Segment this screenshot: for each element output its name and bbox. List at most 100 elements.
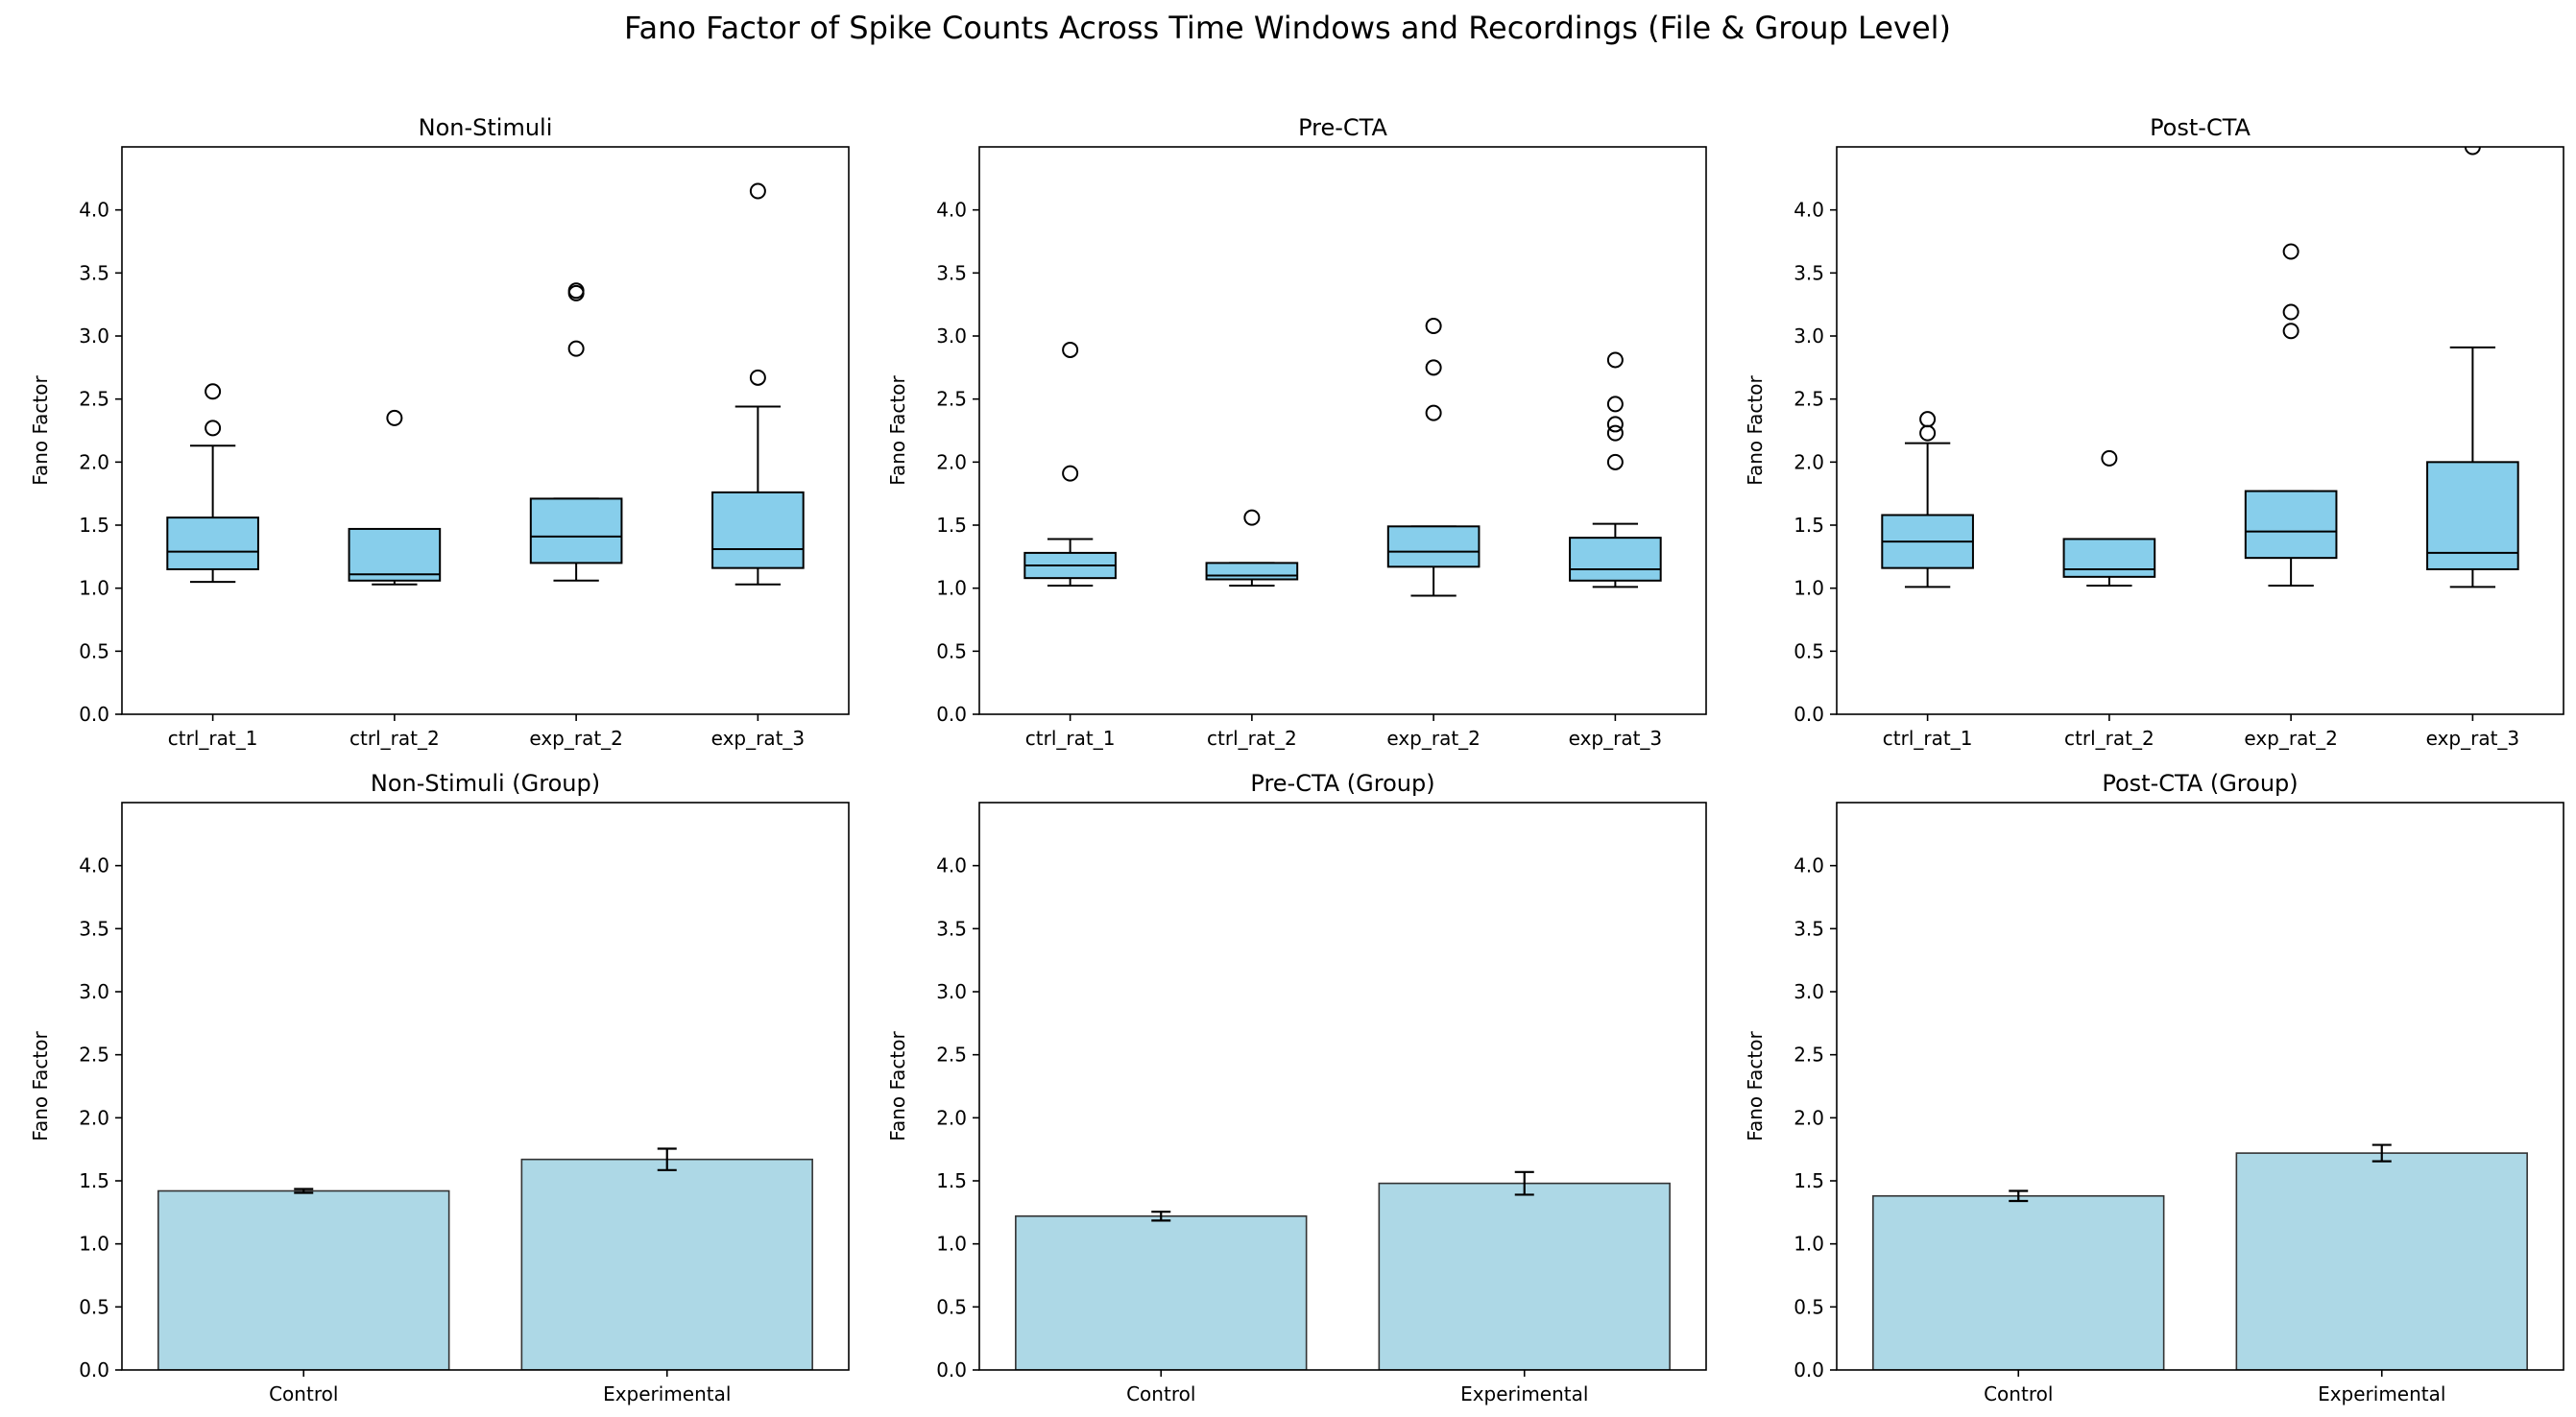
- axes-frame: [1836, 802, 2564, 1371]
- subplot-3: 0.0 0.5 1.0 1.5 2.0 2.5 3.0 3.5 4.0 Fano Factor Po…: [1744, 114, 2564, 750]
- box: [348, 527, 442, 582]
- y-axis-label: Fano Factor: [1744, 1031, 1767, 1141]
- y-tick-label: 2.5: [79, 388, 109, 411]
- x-tick-label: ctrl_rat_2: [349, 727, 440, 750]
- y-tick-label: 4.0: [936, 854, 967, 877]
- y-tick-label: 1.0: [936, 1233, 967, 1256]
- x-tick-label: exp_rat_2: [2244, 727, 2338, 750]
- outlier-point: [1606, 351, 1624, 369]
- y-tick-label: 1.0: [1794, 577, 1824, 600]
- y-tick-label: 0.5: [79, 639, 109, 662]
- box: [1205, 562, 1299, 581]
- outlier-point: [567, 340, 585, 357]
- x-tick-label: Control: [1126, 1382, 1195, 1405]
- subplot-4: 0.0 0.5 1.0 1.5 2.0 2.5 3.0 3.5 4.0 Fano Factor No…: [29, 770, 850, 1405]
- bar: [520, 1158, 813, 1370]
- y-tick-label: 3.5: [79, 261, 109, 284]
- bar: [1015, 1214, 1308, 1370]
- x-tick-label: exp_rat_2: [529, 727, 623, 750]
- y-tick-label: 2.0: [936, 450, 967, 473]
- y-tick-label: 0.5: [936, 1295, 967, 1318]
- y-tick-label: 2.5: [79, 1044, 109, 1067]
- y-tick-label: 2.5: [1794, 388, 1824, 411]
- x-tick-label: Experimental: [2318, 1382, 2445, 1405]
- y-tick-label: 3.0: [936, 980, 967, 1003]
- subplot-title: Non-Stimuli: [419, 114, 553, 141]
- y-tick-label: 3.5: [1794, 261, 1824, 284]
- box: [2062, 538, 2156, 578]
- outlier-point: [2282, 303, 2299, 321]
- axes-frame: [978, 802, 1707, 1371]
- axes-frame: [978, 146, 1707, 715]
- y-tick-label: 1.5: [936, 514, 967, 537]
- y-axis-label: Fano Factor: [886, 375, 909, 486]
- y-tick-label: 3.0: [1794, 324, 1824, 348]
- y-tick-label: 0.5: [1794, 1295, 1824, 1318]
- y-tick-label: 3.0: [79, 324, 109, 348]
- y-tick-label: 0.0: [1794, 1358, 1824, 1381]
- box: [711, 491, 805, 569]
- outlier-point: [1919, 424, 1937, 442]
- x-tick-label: exp_rat_3: [1569, 727, 1663, 750]
- x-tick-label: ctrl_rat_1: [1025, 727, 1116, 750]
- outlier-point: [1425, 359, 1442, 376]
- subplot-2: 0.0 0.5 1.0 1.5 2.0 2.5 3.0 3.5 4.0 Fano Factor Pr…: [886, 114, 1707, 750]
- axes-frame: [121, 802, 850, 1371]
- x-tick-label: Experimental: [603, 1382, 731, 1405]
- outlier-point: [2282, 323, 2299, 340]
- outlier-point: [386, 409, 403, 426]
- outlier-point: [1919, 411, 1937, 428]
- y-tick-label: 0.5: [79, 1295, 109, 1318]
- bar: [157, 1189, 450, 1370]
- outlier-point: [2282, 243, 2299, 260]
- y-tick-label: 1.0: [79, 1233, 109, 1256]
- subplot-title: Post-CTA: [2150, 114, 2251, 141]
- y-tick-label: 4.0: [79, 199, 109, 222]
- plot-area: [157, 1147, 813, 1370]
- y-tick-label: 1.5: [1794, 1169, 1824, 1192]
- y-tick-label: 0.0: [936, 1358, 967, 1381]
- y-tick-label: 1.0: [936, 577, 967, 600]
- subplot-1: 0.0 0.5 1.0 1.5 2.0 2.5 3.0 3.5 4.0 Fano Factor No…: [29, 114, 850, 750]
- subplot-6: 0.0 0.5 1.0 1.5 2.0 2.5 3.0 3.5 4.0 Fano Factor Po…: [1744, 770, 2564, 1405]
- box: [1569, 537, 1662, 582]
- subplot-5: 0.0 0.5 1.0 1.5 2.0 2.5 3.0 3.5 4.0 Fano Factor Pr…: [886, 770, 1707, 1405]
- outlier-point: [205, 420, 222, 437]
- plot-area: [166, 182, 805, 586]
- y-tick-label: 1.0: [79, 577, 109, 600]
- x-tick-label: exp_rat_3: [711, 727, 806, 750]
- y-tick-label: 3.5: [936, 917, 967, 940]
- box: [166, 516, 259, 570]
- plot-area: [1015, 1170, 1671, 1370]
- y-tick-label: 4.0: [1794, 854, 1824, 877]
- y-tick-label: 0.5: [1794, 639, 1824, 662]
- x-tick-label: ctrl_rat_1: [1883, 727, 1973, 750]
- outlier-point: [205, 383, 222, 400]
- y-tick-label: 3.0: [79, 980, 109, 1003]
- axes-frame: [121, 146, 850, 715]
- outlier-point: [2464, 147, 2481, 156]
- outlier-point: [1425, 317, 1442, 334]
- outlier-point: [2101, 449, 2118, 467]
- y-tick-label: 4.0: [1794, 199, 1824, 222]
- y-axis-label: Fano Factor: [886, 1031, 909, 1141]
- outlier-point: [1062, 341, 1079, 358]
- y-tick-label: 4.0: [936, 199, 967, 222]
- y-tick-label: 2.0: [1794, 1106, 1824, 1129]
- x-tick-label: Experimental: [1460, 1382, 1588, 1405]
- outlier-point: [1243, 509, 1261, 526]
- box: [2244, 490, 2338, 560]
- outlier-point: [749, 182, 766, 200]
- y-tick-label: 3.5: [79, 917, 109, 940]
- y-tick-label: 2.5: [1794, 1044, 1824, 1067]
- y-tick-label: 1.5: [936, 1169, 967, 1192]
- plot-area: [1881, 147, 2519, 588]
- y-axis-label: Fano Factor: [29, 1031, 52, 1141]
- outlier-point: [1606, 453, 1624, 470]
- subplot-title: Pre-CTA: [1298, 114, 1387, 141]
- x-tick-label: exp_rat_2: [1386, 727, 1481, 750]
- y-tick-label: 1.0: [1794, 1233, 1824, 1256]
- y-tick-label: 3.5: [1794, 917, 1824, 940]
- y-tick-label: 0.0: [79, 1358, 109, 1381]
- x-tick-label: Control: [269, 1382, 338, 1405]
